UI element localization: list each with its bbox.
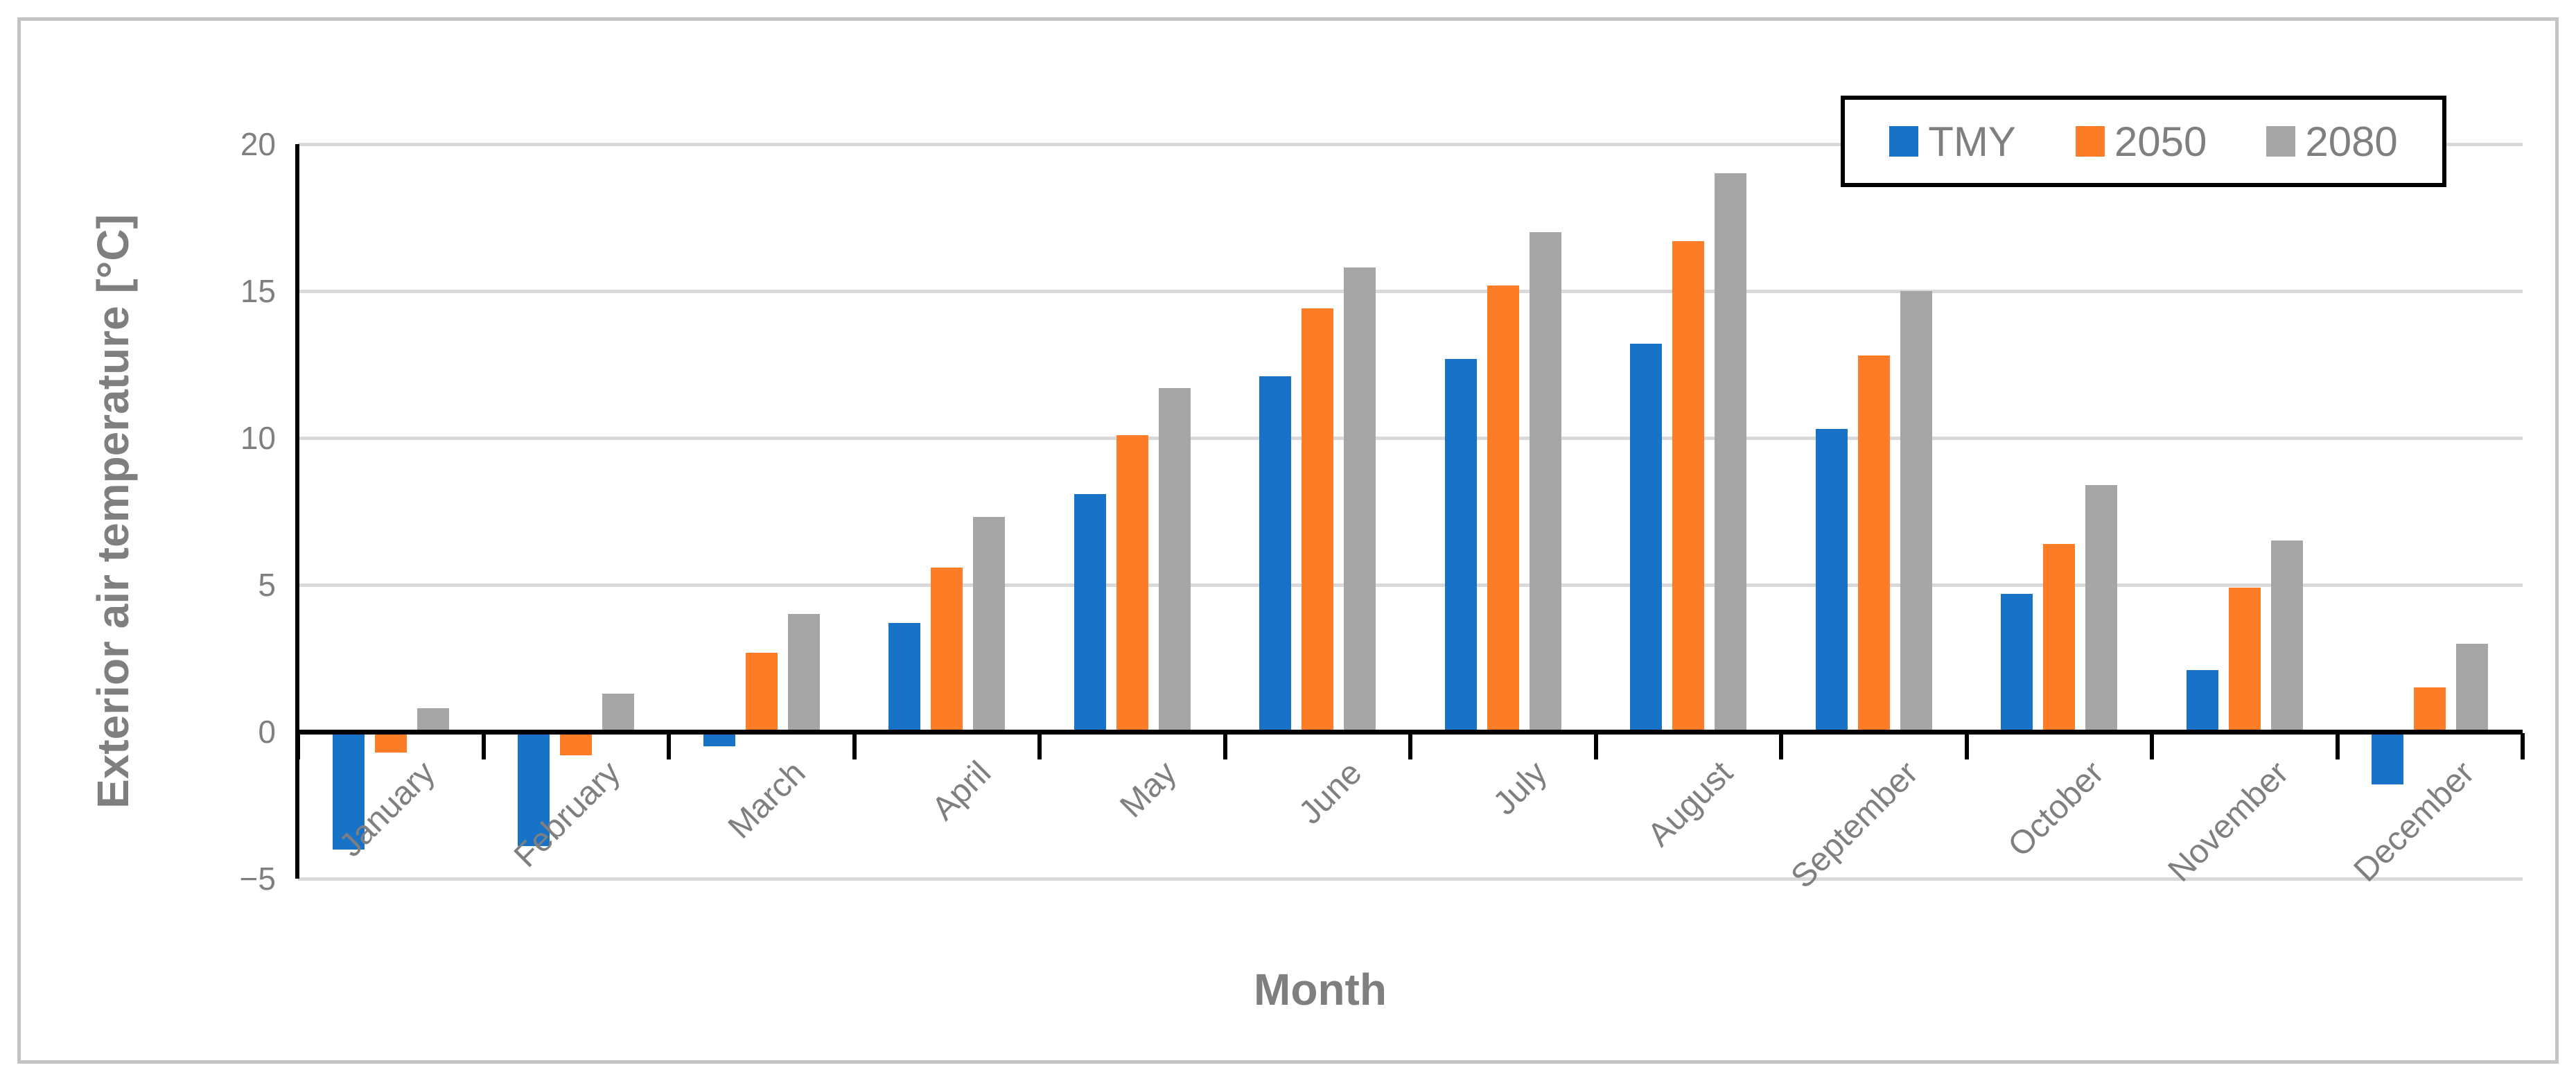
chart-outer-frame xyxy=(17,17,2559,1064)
x-axis-tick xyxy=(1408,733,1412,759)
bar-2050-March xyxy=(745,652,778,732)
bar-TMY-May xyxy=(1074,493,1106,732)
y-tick-label-10: 10 xyxy=(240,420,276,456)
bar-2080-July xyxy=(1529,232,1561,732)
bar-2080-April xyxy=(973,517,1006,732)
x-axis-tick xyxy=(2521,733,2525,759)
x-axis-tick xyxy=(852,733,857,759)
bar-TMY-February xyxy=(518,732,550,847)
x-axis-tick xyxy=(1037,733,1042,759)
bar-TMY-September xyxy=(1815,429,1848,732)
bar-TMY-December xyxy=(2372,732,2404,785)
x-axis-tick xyxy=(1964,733,1969,759)
bar-2080-October xyxy=(2085,484,2118,732)
bar-2050-October xyxy=(2043,543,2076,732)
bar-2080-June xyxy=(1344,267,1376,732)
y-tick-label-15: 15 xyxy=(240,273,276,309)
gridline-20 xyxy=(298,143,2523,146)
bar-TMY-July xyxy=(1444,358,1477,732)
gridline-15 xyxy=(298,290,2523,293)
legend-label-2050: 2050 xyxy=(2114,118,2207,165)
x-axis-line xyxy=(298,730,2523,735)
bar-2080-January xyxy=(417,708,449,732)
legend-item-2080: 2080 xyxy=(2266,118,2398,166)
gridline-5 xyxy=(298,583,2523,587)
bar-2050-February xyxy=(560,732,593,755)
legend-swatch-2080 xyxy=(2266,126,2296,157)
x-axis-tick xyxy=(296,733,300,759)
bar-2050-September xyxy=(1857,355,1890,732)
x-axis-tick xyxy=(2335,733,2340,759)
y-tick-label--5: −5 xyxy=(239,861,276,897)
bar-2080-August xyxy=(1715,173,1747,732)
bar-2080-September xyxy=(1900,291,1932,732)
legend-swatch-tmy xyxy=(1889,126,1919,157)
legend-label-2080: 2080 xyxy=(2305,118,2398,165)
legend-item-2050: 2050 xyxy=(2075,118,2207,166)
gridline--5 xyxy=(298,877,2523,881)
bar-2050-June xyxy=(1302,308,1334,732)
y-axis-line xyxy=(295,144,299,879)
bar-TMY-June xyxy=(1259,376,1292,732)
bar-2050-July xyxy=(1487,285,1519,732)
y-axis-title: Exterior air temperature [°C] xyxy=(88,214,138,809)
bar-2080-February xyxy=(602,693,635,732)
x-axis-title: Month xyxy=(1254,965,1387,1014)
bar-TMY-November xyxy=(2186,669,2218,732)
bar-2050-January xyxy=(374,732,407,753)
bar-2080-May xyxy=(1158,387,1191,732)
bar-2050-August xyxy=(1672,240,1705,732)
bar-2050-November xyxy=(2228,588,2261,732)
bar-TMY-August xyxy=(1630,344,1663,732)
bar-2080-March xyxy=(787,614,820,732)
legend-item-tmy: TMY xyxy=(1889,118,2016,166)
y-tick-label-20: 20 xyxy=(240,126,276,162)
x-axis-tick xyxy=(1223,733,1227,759)
bar-TMY-October xyxy=(2001,593,2033,732)
bar-TMY-April xyxy=(888,623,921,732)
x-axis-tick xyxy=(667,733,671,759)
bar-2080-November xyxy=(2270,540,2303,732)
bar-2050-December xyxy=(2414,687,2446,732)
legend-swatch-2050 xyxy=(2075,126,2105,157)
x-axis-tick xyxy=(1779,733,1783,759)
bar-2050-April xyxy=(931,567,963,732)
gridline-10 xyxy=(298,437,2523,440)
x-axis-tick xyxy=(2150,733,2154,759)
x-axis-tick xyxy=(481,733,486,759)
y-tick-label-5: 5 xyxy=(258,567,276,603)
legend: TMY 2050 2080 xyxy=(1841,96,2446,187)
x-axis-tick xyxy=(1593,733,1598,759)
legend-label-tmy: TMY xyxy=(1928,118,2016,165)
bar-TMY-March xyxy=(703,732,735,747)
bar-2080-December xyxy=(2456,643,2489,732)
bar-TMY-January xyxy=(332,732,365,850)
y-tick-label-0: 0 xyxy=(258,714,276,750)
bar-2050-May xyxy=(1116,434,1148,732)
